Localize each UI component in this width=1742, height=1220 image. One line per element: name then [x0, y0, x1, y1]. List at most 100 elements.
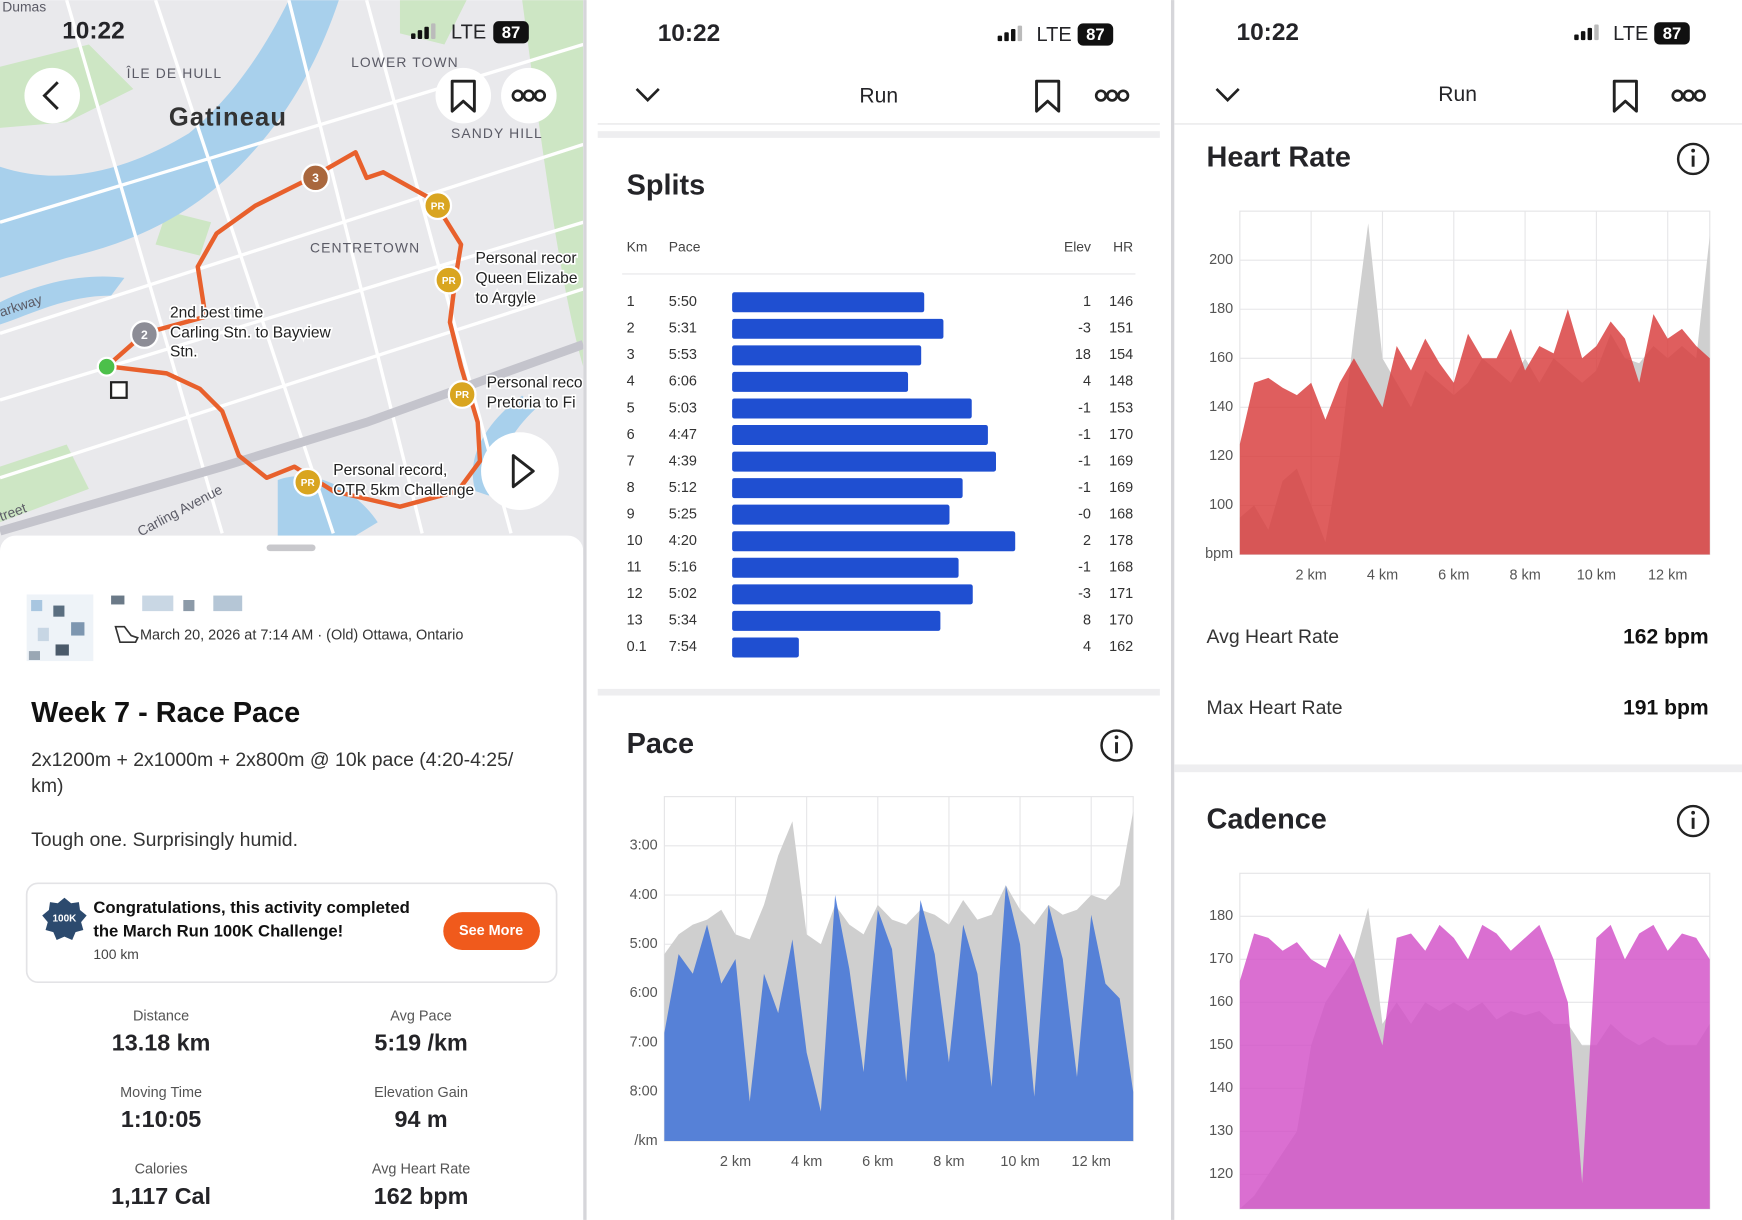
info-button[interactable]	[1676, 804, 1710, 838]
close-button[interactable]	[1215, 88, 1240, 102]
split-hr: 169	[1109, 453, 1133, 469]
x-tick-label: 12 km	[1648, 567, 1687, 583]
segment-medal: PR	[447, 380, 477, 409]
split-elev: 4	[1083, 374, 1091, 390]
split-elev: -1	[1078, 560, 1091, 576]
info-button[interactable]	[1100, 729, 1133, 762]
battery	[1654, 22, 1690, 45]
info-button[interactable]	[1676, 142, 1710, 176]
split-pace: 5:53	[669, 347, 697, 363]
status-network: LTE	[451, 22, 486, 44]
signal-icon	[997, 25, 1023, 42]
stat-value: 5:19 /km	[374, 1030, 467, 1056]
header-rule	[597, 123, 1160, 125]
divider	[583, 0, 587, 1220]
split-bar	[732, 371, 909, 392]
x-tick-label: 4 km	[791, 1154, 822, 1170]
finish-marker	[109, 381, 128, 399]
split-elev: -3	[1078, 586, 1091, 602]
challenge-badge: 100K	[42, 897, 87, 940]
activity-date: March 20, 2026 at 7:14 AM · (Old) Ottawa…	[140, 627, 463, 643]
split-hr: 154	[1109, 347, 1133, 363]
map-label: CENTRETOWN	[310, 240, 420, 256]
section-title: Heart Rate	[1207, 142, 1351, 174]
split-pace: 6:06	[669, 374, 697, 390]
split-pace: 4:39	[669, 453, 697, 469]
signal-icon	[1574, 24, 1599, 41]
split-elev: 8	[1083, 613, 1091, 629]
status-time: 10:22	[658, 20, 721, 47]
challenge-card[interactable]	[25, 882, 558, 984]
segment-medal: PR	[434, 265, 464, 295]
more-button[interactable]	[501, 67, 557, 124]
bookmark-button[interactable]	[1612, 79, 1638, 113]
bookmark-button[interactable]	[1035, 79, 1061, 113]
play-button[interactable]	[481, 432, 559, 511]
segment-note: OTR 5km Challenge	[333, 482, 474, 499]
map-label: ÎLE DE HULL	[126, 65, 223, 81]
stat-value: 94 m	[394, 1106, 447, 1132]
split-bar	[732, 557, 959, 578]
back-button[interactable]	[24, 67, 80, 124]
split-elev: -1	[1078, 400, 1091, 416]
column-header: HR	[1113, 238, 1133, 254]
section-gap	[597, 688, 1160, 696]
summary-label: Avg Heart Rate	[1207, 626, 1340, 648]
stat-value: 1,117 Cal	[111, 1183, 211, 1209]
split-km: 8	[627, 480, 635, 496]
split-km: 2	[627, 321, 635, 337]
split-bar	[732, 425, 988, 446]
battery-level: 87	[1086, 25, 1105, 44]
section-title: Pace	[627, 728, 694, 760]
bookmark-button[interactable]	[435, 67, 492, 124]
split-hr: 169	[1109, 480, 1133, 496]
split-elev: 18	[1075, 347, 1091, 363]
more-button[interactable]	[1094, 89, 1130, 102]
column-header: Elev	[1064, 238, 1091, 254]
split-bar	[732, 292, 925, 313]
x-tick-label: 8 km	[933, 1154, 964, 1170]
split-elev: 1	[1083, 294, 1091, 310]
split-hr: 168	[1109, 560, 1133, 576]
split-km: 4	[627, 374, 635, 390]
see-more-button[interactable]	[443, 912, 540, 950]
split-elev: -0	[1078, 506, 1091, 522]
activity-description: km)	[31, 775, 63, 797]
column-header: Pace	[669, 238, 701, 254]
shoe-icon	[114, 625, 139, 644]
y-tick-label: 180	[1209, 301, 1233, 317]
y-tick-label: bpm	[1205, 546, 1233, 562]
segment-medal: 3	[301, 163, 330, 193]
segment-note: Carling Stn. to Bayview	[170, 324, 331, 341]
split-km: 13	[627, 613, 643, 629]
segment-medal: PR	[293, 467, 323, 497]
more-button[interactable]	[1671, 89, 1706, 102]
battery-level: 87	[1663, 24, 1682, 43]
split-km: 6	[627, 427, 635, 443]
split-bar	[732, 318, 944, 339]
split-bar	[732, 637, 799, 658]
split-pace: 4:47	[669, 427, 697, 443]
status-time: 10:22	[62, 18, 125, 45]
split-pace: 5:31	[669, 321, 697, 337]
map-label: Dumas	[2, 0, 46, 15]
activity-panel: Dumas ÎLE DE HULL LOWER TOWN Gatineau SA…	[0, 0, 584, 1220]
split-bar	[732, 398, 972, 419]
x-tick-label: 2 km	[1296, 567, 1327, 583]
map-park	[0, 0, 467, 256]
status-network: LTE	[1613, 23, 1648, 45]
close-button[interactable]	[635, 88, 660, 102]
medal-label: PR	[442, 276, 456, 287]
map-label: SANDY HILL	[451, 125, 543, 141]
split-km: 9	[627, 506, 635, 522]
map-label: LOWER TOWN	[351, 54, 459, 70]
map-water	[0, 0, 536, 536]
segment-note: Stn.	[170, 343, 198, 360]
sheet-handle[interactable]	[266, 544, 316, 552]
split-pace: 5:16	[669, 560, 697, 576]
divider	[1170, 0, 1175, 1220]
split-bar	[732, 478, 963, 499]
segment-note: 2nd best time	[170, 304, 263, 321]
x-tick-label: 6 km	[1438, 567, 1469, 583]
